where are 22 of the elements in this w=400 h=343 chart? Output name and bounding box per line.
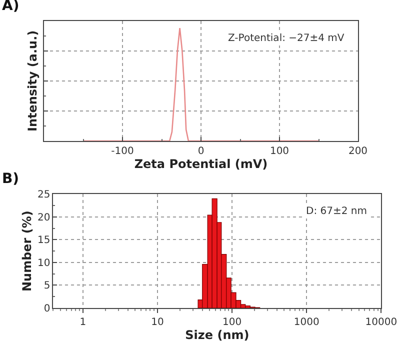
x-tick-label: 100: [222, 316, 242, 328]
annotation: D: 67±2 nm: [306, 206, 367, 217]
y-tick-label: 20: [37, 212, 50, 224]
y-tick-label: 25: [37, 190, 50, 201]
chart-title: B): [2, 171, 20, 187]
x-tick-label: 1: [80, 316, 86, 328]
y-axis-title: Intensity (a.u.): [25, 30, 40, 132]
x-tick-label: -100: [111, 146, 134, 157]
x-axis-title: Size (nm): [185, 328, 250, 342]
x-tick-label: 10000: [365, 316, 398, 328]
y-tick-label: 5: [44, 280, 50, 292]
y-tick-label: 10: [37, 258, 50, 269]
y-axis-title: Number (%): [20, 210, 34, 292]
y-tick-label: 0: [44, 304, 50, 315]
x-tick-label: 1000: [294, 316, 320, 328]
x-tick-label: 0: [198, 146, 204, 157]
x-tick-label: 100: [270, 146, 290, 157]
x-tick-label: 10: [151, 316, 164, 328]
y-tick-label: 15: [37, 235, 50, 246]
x-axis-title: Zeta Potential (mV): [134, 156, 268, 171]
annotation: Z-Potential: −27±4 mV: [228, 33, 344, 44]
x-tick-label: 200: [348, 146, 368, 157]
